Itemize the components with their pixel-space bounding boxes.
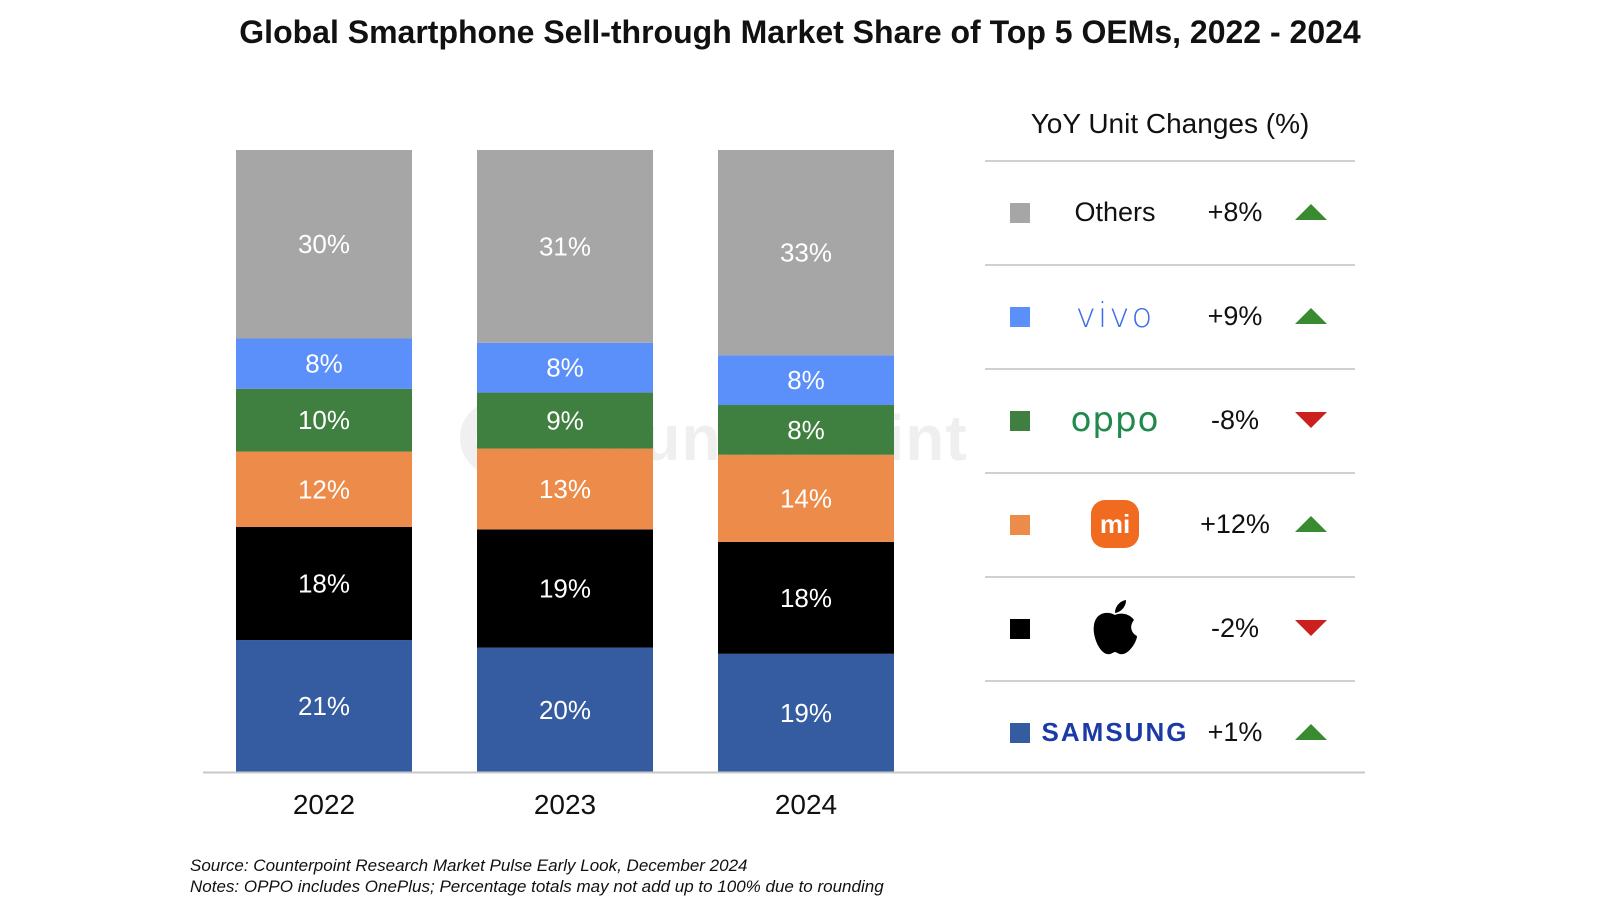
bar-segment-oppo-2024 bbox=[718, 405, 894, 455]
triangle-down-icon bbox=[1295, 620, 1327, 636]
data-label: 8% bbox=[787, 415, 825, 445]
triangle-up-icon bbox=[1295, 308, 1327, 324]
legend-row: SAMSUNG +1% bbox=[985, 680, 1355, 784]
legend-brand: vivo bbox=[1045, 266, 1185, 366]
x-tick-label: 2022 bbox=[293, 789, 355, 820]
bar-segment-mi-2024 bbox=[718, 454, 894, 542]
legend-row: vivo +9% bbox=[985, 264, 1355, 368]
bar-segment-vivo-2022 bbox=[236, 338, 412, 389]
data-label: 33% bbox=[780, 238, 832, 268]
bar-segment-mi-2022 bbox=[236, 451, 412, 527]
triangle-up-icon bbox=[1295, 724, 1327, 740]
legend-swatch bbox=[1010, 619, 1030, 639]
yoy-change-value: +12% bbox=[1200, 508, 1270, 539]
chart-title: Global Smartphone Sell-through Market Sh… bbox=[239, 14, 1361, 50]
bar-segment-others-2022 bbox=[236, 150, 412, 339]
legend-swatch bbox=[1010, 203, 1030, 223]
legend-label: Others bbox=[1074, 196, 1156, 227]
data-label: 13% bbox=[539, 474, 591, 504]
legend-swatch bbox=[1010, 307, 1030, 327]
data-label: 31% bbox=[539, 231, 591, 261]
legend-label: oppo bbox=[1070, 400, 1160, 440]
yoy-change-value: +1% bbox=[1207, 716, 1263, 747]
bar-segment-oppo-2022 bbox=[236, 388, 412, 452]
bar-segment-mi-2023 bbox=[477, 448, 653, 530]
legend: Others +8% vivo +9% oppo -8% mi +12% -2% SAMSUNG +… bbox=[985, 160, 1355, 784]
legend-brand: Others bbox=[1045, 162, 1185, 262]
data-label: 8% bbox=[546, 353, 584, 383]
legend-row: -2% bbox=[985, 576, 1355, 680]
yoy-change-value: +8% bbox=[1207, 196, 1263, 227]
bar-segment-apple-2022 bbox=[236, 526, 412, 641]
bar-segment-apple-2024 bbox=[718, 541, 894, 654]
data-label: 18% bbox=[780, 583, 832, 613]
triangle-up-icon bbox=[1295, 516, 1327, 532]
footnotes: Source: Counterpoint Research Market Pul… bbox=[190, 855, 884, 897]
yoy-change-value: +9% bbox=[1207, 300, 1263, 331]
x-tick-label: 2024 bbox=[775, 789, 837, 820]
data-label: 20% bbox=[539, 695, 591, 725]
legend-title: YoY Unit Changes (%) bbox=[1030, 108, 1310, 139]
apple-logo-icon bbox=[1093, 600, 1137, 655]
bar-segment-vivo-2024 bbox=[718, 355, 894, 406]
source-note: Source: Counterpoint Research Market Pul… bbox=[190, 856, 748, 875]
bar-segment-vivo-2023 bbox=[477, 342, 653, 393]
x-tick-label: 2023 bbox=[534, 789, 596, 820]
xiaomi-logo-icon: mi bbox=[1091, 500, 1139, 548]
legend-swatch bbox=[1010, 411, 1030, 431]
legend-label: SAMSUNG bbox=[1041, 716, 1189, 747]
bar-segment-samsung-2022 bbox=[236, 640, 412, 772]
data-label: 14% bbox=[780, 483, 832, 513]
data-label: 12% bbox=[298, 474, 350, 504]
legend-brand: oppo bbox=[1045, 370, 1185, 470]
legend-label: vivo bbox=[1075, 296, 1155, 336]
data-label: 21% bbox=[298, 691, 350, 721]
data-label: 30% bbox=[298, 229, 350, 259]
bar-segment-others-2024 bbox=[718, 150, 894, 356]
data-label: 10% bbox=[298, 405, 350, 435]
data-label: 8% bbox=[305, 349, 343, 379]
legend-brand bbox=[1045, 578, 1185, 678]
data-label: 18% bbox=[298, 569, 350, 599]
yoy-change-value: -8% bbox=[1210, 404, 1259, 435]
data-label: 19% bbox=[539, 574, 591, 604]
bar-segment-apple-2023 bbox=[477, 529, 653, 648]
data-label: 8% bbox=[787, 365, 825, 395]
bar-segment-oppo-2023 bbox=[477, 392, 653, 449]
bar-segment-samsung-2023 bbox=[477, 647, 653, 772]
triangle-up-icon bbox=[1295, 204, 1327, 220]
yoy-change-value: -2% bbox=[1210, 612, 1259, 643]
legend-swatch bbox=[1010, 515, 1030, 535]
data-label: 9% bbox=[546, 406, 584, 436]
data-label: 19% bbox=[780, 698, 832, 728]
legend-row: oppo -8% bbox=[985, 368, 1355, 472]
legend-brand: SAMSUNG bbox=[1042, 682, 1187, 782]
legend-row: Others +8% bbox=[985, 160, 1355, 264]
notes-note: Notes: OPPO includes OnePlus; Percentage… bbox=[190, 877, 884, 896]
legend-brand: mi bbox=[1045, 474, 1185, 574]
legend-swatch bbox=[1010, 723, 1030, 743]
triangle-down-icon bbox=[1295, 412, 1327, 428]
bar-segment-samsung-2024 bbox=[718, 653, 894, 772]
legend-row: mi +12% bbox=[985, 472, 1355, 576]
bar-segment-others-2023 bbox=[477, 150, 653, 343]
